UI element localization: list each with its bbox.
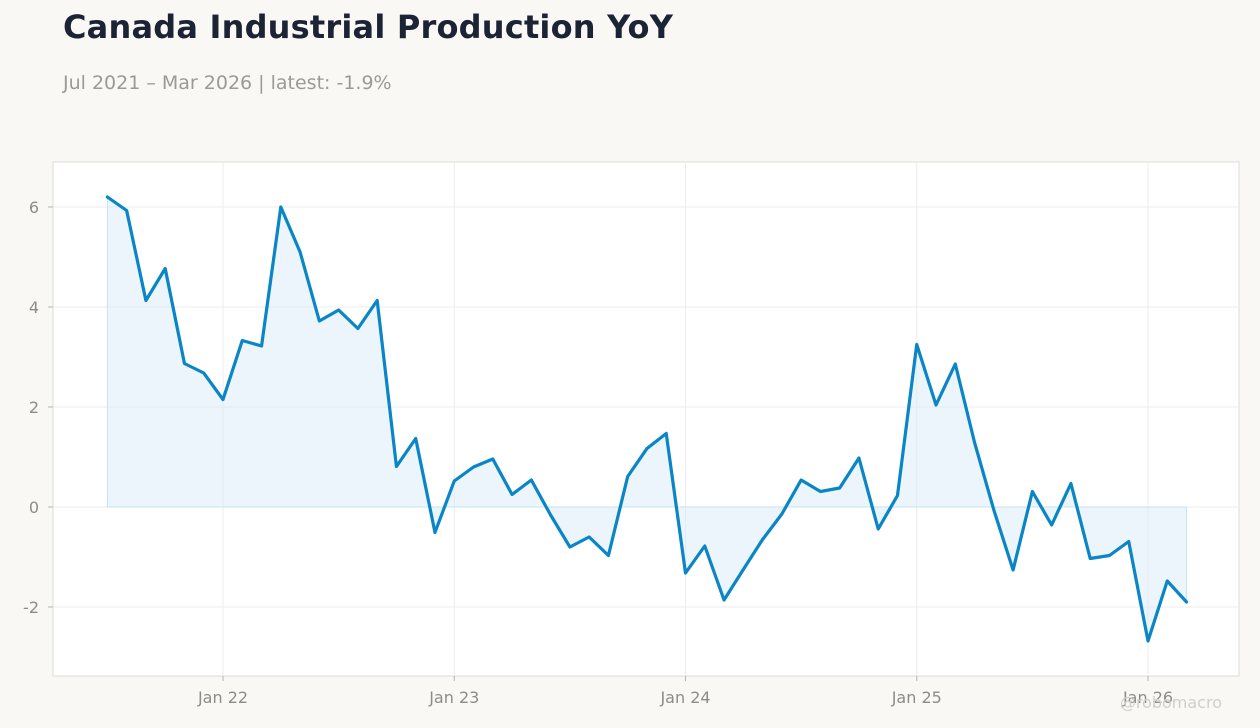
y-tick-label: 4 xyxy=(29,298,39,317)
y-tick-label: 0 xyxy=(29,498,39,517)
x-tick-label: Jan 25 xyxy=(891,688,942,707)
x-tick-label: Jan 22 xyxy=(197,688,248,707)
series-line-path xyxy=(105,195,1189,643)
series-line xyxy=(105,195,1189,643)
chart-title: Canada Industrial Production YoY xyxy=(63,8,674,46)
x-axis-ticks: Jan 22 Jan 23 Jan 24 Jan 25 Jan 26 xyxy=(197,676,1173,707)
y-tick-label: 6 xyxy=(29,198,39,217)
x-tick-label: Jan 26 xyxy=(1122,688,1173,707)
x-tick-label: Jan 23 xyxy=(428,688,479,707)
watermark: @robomacro xyxy=(1119,693,1222,712)
chart-subtitle: Jul 2021 – Mar 2026 | latest: -1.9% xyxy=(63,72,392,94)
y-axis-ticks: -2 0 2 4 6 xyxy=(23,198,53,617)
y-tick-label: 2 xyxy=(29,398,39,417)
y-tick-label: -2 xyxy=(23,598,39,617)
x-tick-label: Jan 24 xyxy=(659,688,710,707)
